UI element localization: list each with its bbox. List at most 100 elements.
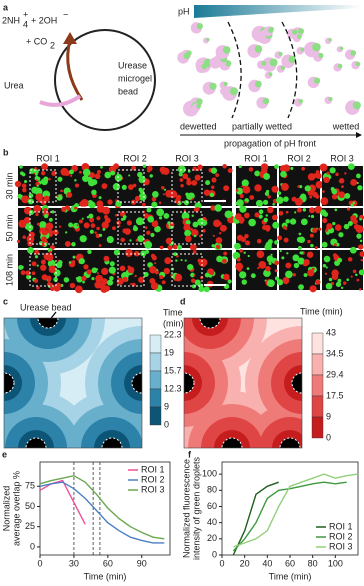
droplet [116, 277, 124, 285]
droplet [193, 234, 197, 238]
droplet [23, 180, 28, 184]
colorbar-label: 19 [164, 347, 174, 357]
droplet [91, 179, 98, 186]
drop [268, 72, 273, 77]
droplet [358, 244, 364, 250]
colorbar-step [311, 416, 324, 439]
droplet [239, 194, 244, 199]
droplet [34, 169, 39, 174]
label: bead [118, 86, 138, 96]
droplet [150, 282, 159, 290]
y-tick-label: 20 [207, 533, 217, 543]
droplet [254, 212, 260, 218]
droplet [19, 165, 23, 169]
droplet [96, 169, 102, 175]
droplet [329, 167, 336, 174]
droplet [310, 214, 315, 219]
droplet [119, 265, 126, 272]
droplet [249, 195, 255, 200]
droplet [337, 257, 343, 263]
droplet [82, 280, 85, 284]
droplet [337, 278, 342, 283]
droplet [272, 221, 280, 229]
droplet [332, 221, 336, 226]
roi-box [29, 169, 57, 203]
droplet [344, 192, 351, 199]
droplet [210, 185, 215, 189]
droplet [34, 249, 40, 255]
y-axis-label: average overlap % [11, 471, 21, 546]
droplet [254, 170, 261, 177]
x-tick-label: 40 [262, 558, 272, 568]
droplet [272, 214, 278, 221]
droplet [75, 285, 83, 294]
droplet [310, 243, 314, 248]
droplet [239, 271, 247, 279]
droplet [163, 267, 171, 275]
droplet [159, 275, 164, 280]
droplet [211, 244, 215, 248]
droplet [183, 199, 190, 206]
droplet [212, 234, 215, 237]
droplet [333, 243, 337, 247]
droplet [322, 190, 325, 193]
droplet [34, 278, 39, 283]
droplet [61, 206, 67, 213]
droplet [31, 261, 37, 267]
colorbar-step [311, 332, 324, 355]
droplet [86, 269, 92, 275]
droplet [110, 170, 116, 176]
droplet [94, 281, 102, 289]
bead [131, 372, 142, 394]
droplet [360, 258, 364, 262]
droplet [167, 221, 171, 225]
droplet [144, 226, 148, 230]
label: partially wetted [232, 121, 292, 131]
droplet [256, 250, 265, 259]
droplet [319, 163, 328, 172]
droplet [343, 223, 350, 230]
label: Time (min) [300, 306, 343, 316]
droplet [308, 207, 315, 214]
droplet [270, 253, 273, 256]
droplet [174, 197, 181, 204]
droplet [41, 163, 48, 170]
droplet [307, 239, 311, 244]
colorbar-label: 22.3 [164, 329, 182, 339]
droplet [292, 273, 296, 277]
droplet [112, 226, 116, 231]
droplet [52, 229, 59, 236]
droplet [94, 231, 97, 234]
droplet [121, 184, 127, 190]
colorbar-label: 9 [326, 411, 331, 421]
droplet [173, 252, 178, 256]
droplet [186, 193, 193, 200]
arrowhead [63, 32, 77, 44]
droplet [198, 286, 205, 292]
bead [54, 29, 156, 131]
droplet [239, 249, 243, 253]
drop [201, 63, 208, 70]
droplet [82, 175, 90, 183]
x-tick-label: 90 [137, 558, 147, 568]
legend-label: ROI 1 [141, 464, 165, 474]
y-tick-label: 60 [207, 501, 217, 511]
droplet [59, 225, 62, 228]
droplet [241, 179, 249, 187]
droplet [210, 205, 216, 211]
droplet [129, 239, 132, 242]
label: Urea [4, 80, 24, 90]
droplet [82, 168, 91, 177]
droplet [83, 264, 89, 270]
droplet [79, 235, 87, 243]
bead [37, 318, 59, 329]
drop [209, 82, 217, 90]
droplet [242, 185, 251, 194]
label: pH [178, 6, 190, 16]
drop [269, 58, 278, 67]
droplet [294, 211, 297, 214]
colorbar-label: 12.3 [164, 383, 182, 393]
droplet [40, 259, 46, 265]
droplet [302, 208, 307, 212]
